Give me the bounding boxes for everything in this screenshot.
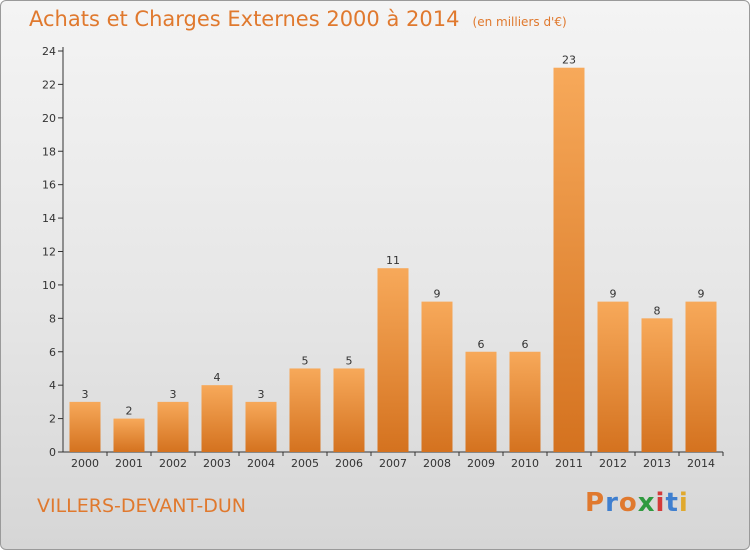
y-tick-label: 16 bbox=[42, 179, 56, 192]
x-tick-label: 2000 bbox=[71, 457, 99, 470]
logo-letter: P bbox=[585, 488, 606, 518]
bar-value-label: 8 bbox=[654, 304, 661, 317]
bar-value-label: 3 bbox=[258, 388, 265, 401]
y-tick-label: 14 bbox=[42, 212, 56, 225]
bar-value-label: 2 bbox=[126, 405, 133, 418]
proxiti-logo: Proxiti bbox=[585, 488, 689, 518]
y-tick-label: 20 bbox=[42, 112, 56, 125]
bar-value-label: 9 bbox=[434, 288, 441, 301]
y-tick-label: 22 bbox=[42, 78, 56, 91]
bar bbox=[289, 368, 321, 452]
y-tick-label: 12 bbox=[42, 246, 56, 259]
y-tick-label: 6 bbox=[49, 346, 56, 359]
y-tick-label: 8 bbox=[49, 312, 56, 325]
bar-value-label: 5 bbox=[346, 354, 353, 367]
logo-letter: x bbox=[637, 488, 656, 518]
x-tick-label: 2009 bbox=[467, 457, 495, 470]
y-tick-label: 2 bbox=[49, 413, 56, 426]
bar bbox=[377, 268, 409, 452]
bar-value-label: 6 bbox=[478, 338, 485, 351]
bar-value-label: 9 bbox=[610, 288, 617, 301]
bar bbox=[421, 301, 453, 452]
bar bbox=[641, 318, 673, 452]
bar bbox=[465, 351, 497, 452]
x-tick-label: 2012 bbox=[599, 457, 627, 470]
bar bbox=[685, 301, 717, 452]
bar bbox=[597, 301, 629, 452]
x-tick-label: 2005 bbox=[291, 457, 319, 470]
y-tick-label: 24 bbox=[42, 45, 56, 58]
x-tick-label: 2011 bbox=[555, 457, 583, 470]
y-tick-label: 18 bbox=[42, 145, 56, 158]
x-tick-label: 2004 bbox=[247, 457, 275, 470]
y-tick-label: 0 bbox=[49, 446, 56, 459]
logo-letter: r bbox=[605, 488, 619, 518]
bar-value-label: 3 bbox=[170, 388, 177, 401]
logo-letter: o bbox=[618, 488, 638, 518]
bar-value-label: 6 bbox=[522, 338, 529, 351]
bar-value-label: 11 bbox=[386, 254, 400, 267]
bar-value-label: 23 bbox=[562, 54, 576, 67]
x-tick-label: 2008 bbox=[423, 457, 451, 470]
y-tick-label: 4 bbox=[49, 379, 56, 392]
bar bbox=[113, 418, 145, 452]
bar-value-label: 4 bbox=[214, 371, 221, 384]
chart-title-main: Achats et Charges Externes 2000 à 2014 bbox=[29, 7, 460, 31]
bar bbox=[509, 351, 541, 452]
x-tick-label: 2006 bbox=[335, 457, 363, 470]
x-tick-label: 2002 bbox=[159, 457, 187, 470]
commune-name: VILLERS-DEVANT-DUN bbox=[37, 495, 246, 517]
bar-value-label: 5 bbox=[302, 354, 309, 367]
bar bbox=[553, 67, 585, 452]
x-tick-label: 2014 bbox=[687, 457, 715, 470]
bar-value-label: 9 bbox=[698, 288, 705, 301]
bar bbox=[245, 401, 277, 452]
x-tick-label: 2003 bbox=[203, 457, 231, 470]
bar bbox=[69, 401, 101, 452]
bar bbox=[157, 401, 189, 452]
x-tick-label: 2010 bbox=[511, 457, 539, 470]
chart-title: Achats et Charges Externes 2000 à 2014 (… bbox=[29, 7, 567, 31]
x-tick-label: 2001 bbox=[115, 457, 143, 470]
logo-letter: t bbox=[665, 488, 679, 518]
x-tick-label: 2013 bbox=[643, 457, 671, 470]
bar bbox=[333, 368, 365, 452]
x-tick-label: 2007 bbox=[379, 457, 407, 470]
bar-value-label: 3 bbox=[82, 388, 89, 401]
chart-title-unit: (en milliers d'€) bbox=[472, 15, 567, 29]
logo-letter: i bbox=[655, 488, 666, 518]
bar bbox=[201, 385, 233, 452]
y-tick-label: 10 bbox=[42, 279, 56, 292]
logo-letter: i bbox=[678, 488, 689, 518]
